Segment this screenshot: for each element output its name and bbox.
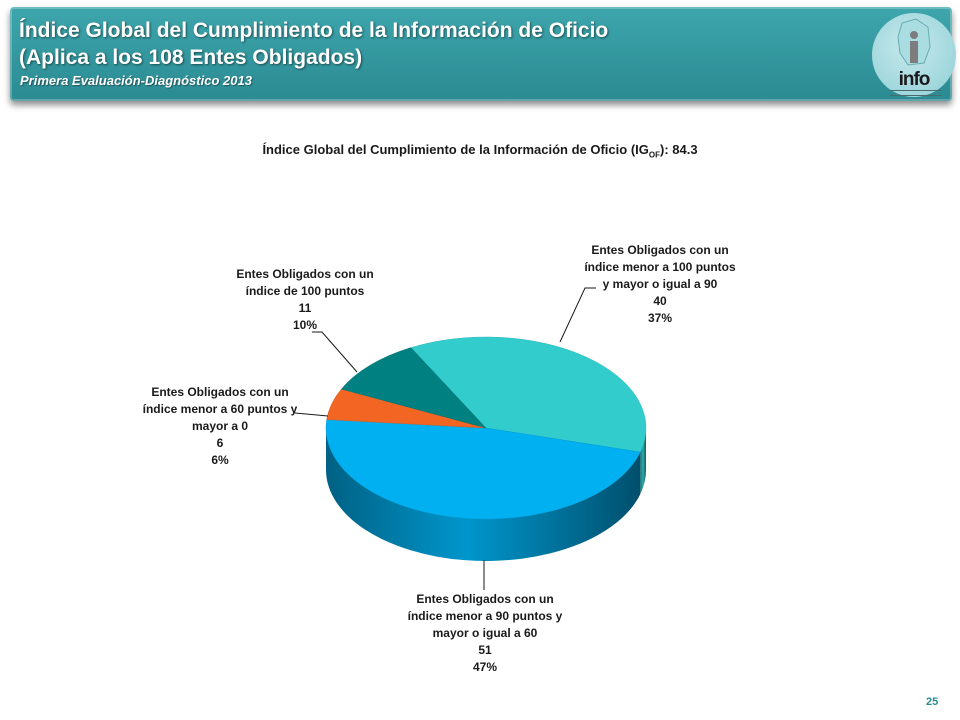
page-number: 25 [926, 696, 939, 708]
slice-label-0-value: 40 [653, 294, 667, 308]
chart-title-value: ): 84.3 [659, 142, 698, 157]
slice-label-0: Entes Obligados con un índice menor a 100… [560, 242, 760, 327]
banner-subtitle: Primera Evaluación-Diagnóstico 2013 [20, 73, 252, 88]
logo-wordmark: info [898, 69, 931, 90]
leader-line-2 [294, 412, 329, 417]
slice-label-2-value: 6 [216, 436, 224, 450]
slice-label-2-percent: 6% [211, 453, 229, 467]
slice-label-3-percent: 10% [292, 318, 318, 332]
logo-fine-print [890, 90, 942, 96]
slice-label-0-percent: 37% [647, 311, 673, 325]
infodf-logo-icon: info [872, 13, 956, 97]
slice-label-1-category-line: índice menor a 90 puntos y [407, 609, 563, 623]
banner-title: Índice Global del Cumplimiento de la Inf… [19, 17, 608, 71]
banner-title-line2: (Aplica a los 108 Entes Obligados) [19, 46, 363, 69]
slice-label-1: Entes Obligados con un índice menor a 90 … [375, 591, 595, 676]
slice-label-3-category-line: Entes Obligados con un [236, 267, 374, 281]
pie-slice-0 [410, 336, 647, 453]
slice-label-0-category-line: y mayor o igual a 90 [602, 277, 718, 291]
pie-side-wall-0 [640, 428, 646, 495]
leader-line-3 [312, 331, 358, 373]
chart-title-text: Índice Global del Cumplimiento de la Inf… [262, 142, 649, 157]
pie-slice-1 [325, 419, 641, 520]
slice-label-2-category-line: Entes Obligados con un [151, 385, 289, 399]
logo-map-icon [897, 18, 931, 66]
slice-label-2-category-line: índice menor a 60 puntos y [142, 402, 298, 416]
chart-title-subscript: OF [648, 150, 660, 160]
slice-label-1-value: 51 [478, 643, 492, 657]
pie-side-walls [326, 428, 646, 562]
slice-label-1-percent: 47% [472, 660, 498, 674]
slice-label-0-category-line: índice menor a 100 puntos [584, 260, 736, 274]
slice-label-2: Entes Obligados con un índice menor a 60 … [115, 384, 325, 469]
slice-label-2-category-line: mayor a 0 [191, 419, 249, 433]
slice-label-3-category-line: índice de 100 puntos [245, 284, 365, 298]
slice-label-0-category-line: Entes Obligados con un [591, 243, 729, 257]
slice-label-1-category-line: mayor o igual a 60 [432, 626, 538, 640]
banner-title-line1: Índice Global del Cumplimiento de la Inf… [19, 19, 609, 42]
title-banner: Índice Global del Cumplimiento de la Inf… [10, 7, 956, 101]
slice-label-3: Entes Obligados con un índice de 100 punt… [200, 266, 410, 334]
chart-title: Índice Global del Cumplimiento de la Inf… [0, 142, 960, 160]
pie-side-wall-1 [326, 428, 641, 562]
slice-label-1-category-line: Entes Obligados con un [416, 592, 554, 606]
slice-label-3-value: 11 [298, 301, 312, 315]
pie-slice-3 [340, 347, 487, 429]
leader-line-0 [559, 287, 596, 343]
